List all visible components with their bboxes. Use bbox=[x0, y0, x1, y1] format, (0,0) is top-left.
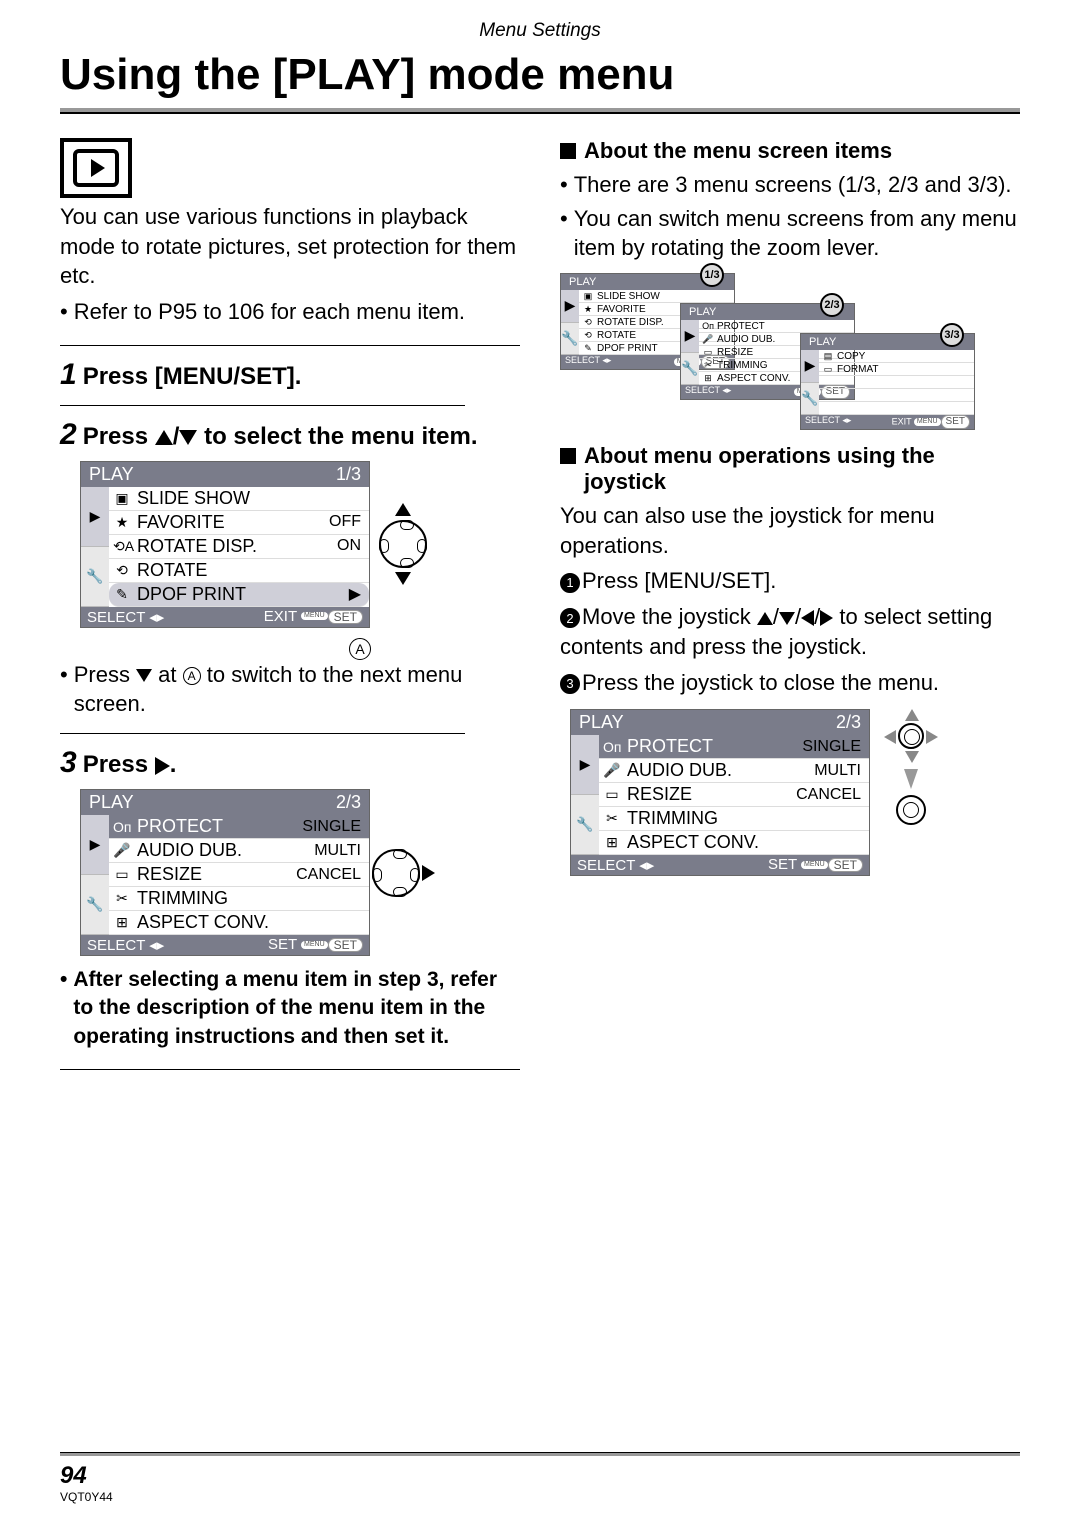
sub2-step-1: 1Press [MENU/SET]. bbox=[560, 566, 1020, 596]
cascade-badge-1: 1/3 bbox=[700, 263, 724, 287]
sub2-step-2: 2Move the joystick /// to select setting… bbox=[560, 602, 1020, 661]
joystick-menu-screen: PLAY2/3 ▶ 🔧 OпPROTECTSINGLE🎤AUDIO DUB.MU… bbox=[570, 709, 870, 876]
sub1-bullet-1: There are 3 menu screens (1/3, 2/3 and 3… bbox=[560, 170, 1020, 200]
step-1: 1Press [MENU/SET]. bbox=[60, 360, 520, 391]
intro-text: You can use various functions in playbac… bbox=[60, 202, 520, 291]
sub2-step-3: 3Press the joystick to close the menu. bbox=[560, 668, 1020, 698]
section-header: Menu Settings bbox=[60, 20, 1020, 42]
step-2: 2 Press / to select the menu item. bbox=[60, 420, 520, 451]
joystick-menu-wrap: PLAY2/3 ▶ 🔧 OпPROTECTSINGLE🎤AUDIO DUB.MU… bbox=[570, 709, 1020, 876]
sub1-bullet-2: You can switch menu screens from any men… bbox=[560, 204, 1020, 263]
intro-bullet: Refer to P95 to 106 for each menu item. bbox=[60, 297, 520, 327]
cascade-diagram: PLAY ▶ 🔧 ▣SLIDE SHOW★FAVORITE⟲ROTATE DIS… bbox=[560, 273, 1020, 423]
page-number: 94 bbox=[60, 1462, 1020, 1490]
play-mode-icon bbox=[60, 138, 132, 198]
cascade-badge-2: 2/3 bbox=[820, 293, 844, 317]
menu-screen-1: PLAY1/3 ▶ 🔧 ▣SLIDE SHOW★FAVORITEOFF⟲AROT… bbox=[80, 461, 370, 628]
subhead-menu-screens: About the menu screen items bbox=[560, 138, 1020, 164]
step-3: 3 Press . bbox=[60, 748, 520, 779]
bold-note: After selecting a menu item in step 3, r… bbox=[60, 966, 520, 1051]
right-column: About the menu screen items There are 3 … bbox=[560, 138, 1020, 1084]
dpad-icon bbox=[378, 503, 428, 585]
menu-screen-1-wrap: PLAY1/3 ▶ 🔧 ▣SLIDE SHOW★FAVORITEOFF⟲AROT… bbox=[80, 461, 520, 628]
marker-a: A bbox=[200, 638, 520, 660]
cascade-menu-3: PLAY ▶ 🔧 ▤COPY▭FORMAT SELECT ◂▸EXIT MENU… bbox=[800, 333, 975, 430]
menu-screen-2-wrap: PLAY2/3 ▶ 🔧 OпPROTECTSINGLE🎤AUDIO DUB.MU… bbox=[80, 789, 520, 956]
cascade-badge-3: 3/3 bbox=[940, 323, 964, 347]
footer: 94 VQT0Y44 bbox=[60, 1452, 1020, 1504]
page-title: Using the [PLAY] mode menu bbox=[60, 50, 1020, 100]
subhead-joystick: About menu operations using the joystick bbox=[560, 443, 1020, 495]
joystick-press-icon bbox=[896, 795, 926, 825]
title-rule bbox=[60, 108, 1020, 114]
menu1-note: Press at A to switch to the next menu sc… bbox=[60, 660, 520, 719]
dpad-right-icon bbox=[378, 849, 428, 897]
doc-code: VQT0Y44 bbox=[60, 1490, 1020, 1504]
menu-screen-2: PLAY2/3 ▶ 🔧 OпPROTECTSINGLE🎤AUDIO DUB.MU… bbox=[80, 789, 370, 956]
sub2-intro: You can also use the joystick for menu o… bbox=[560, 501, 1020, 560]
joystick-cross-icon bbox=[884, 709, 938, 763]
joystick-icons bbox=[884, 709, 938, 825]
left-column: You can use various functions in playbac… bbox=[60, 138, 520, 1084]
down-arrow-icon bbox=[904, 769, 918, 789]
